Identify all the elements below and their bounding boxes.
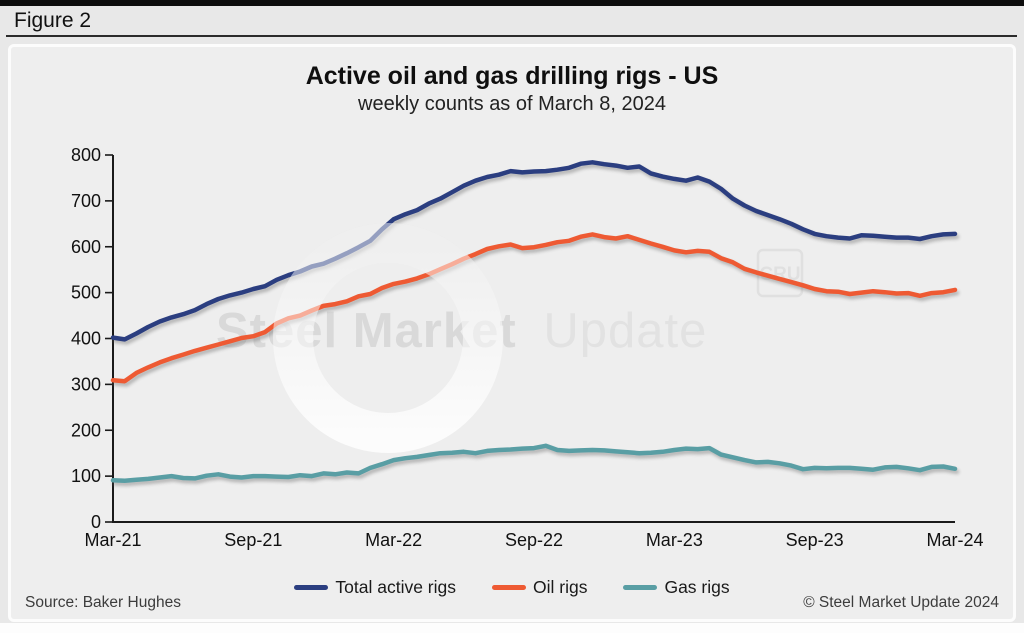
legend-item-total-active-rigs: Total active rigs (294, 577, 456, 598)
y-tick-label: 300 (71, 374, 101, 394)
series-line-oil-rigs (110, 232, 958, 384)
y-tick-label: 600 (71, 237, 101, 257)
chart-panel: Active oil and gas drilling rigs - US we… (8, 44, 1016, 622)
copyright-note: © Steel Market Update 2024 (803, 594, 999, 611)
x-tick-label: Sep-23 (786, 530, 844, 550)
chart-legend: Total active rigs Oil rigs Gas rigs (11, 577, 1013, 598)
legend-label-total: Total active rigs (335, 577, 456, 597)
y-tick-label: 700 (71, 191, 101, 211)
axes: 0 100 200 300 400 500 600 700 800 Mar-21 Sep-21 Mar… (71, 145, 984, 550)
x-tick-label: Sep-22 (505, 530, 563, 550)
y-tick-label: 400 (71, 329, 101, 349)
x-tick-label: Sep-21 (224, 530, 282, 550)
source-note: Source: Baker Hughes (25, 594, 181, 611)
y-tick-label: 0 (91, 512, 101, 532)
x-tick-label: Mar-23 (646, 530, 703, 550)
figure-rule (6, 35, 1017, 37)
legend-swatch-oil (492, 585, 526, 590)
legend-swatch-total (294, 585, 329, 590)
bottom-strip (0, 623, 1024, 633)
series-line-gas-rigs (110, 443, 958, 483)
x-tick-label: Mar-24 (926, 530, 983, 550)
legend-label-oil: Oil rigs (533, 577, 588, 597)
y-tick-label: 200 (71, 420, 101, 440)
x-tick-label: Mar-22 (365, 530, 422, 550)
series-line-total-active-rigs (110, 160, 958, 342)
watermark-ring-overlay (273, 223, 503, 453)
chart-title: Active oil and gas drilling rigs - US (305, 62, 719, 90)
y-tick-label: 800 (71, 145, 101, 165)
chart-subtitle: weekly counts as of March 8, 2024 (358, 93, 666, 115)
series-lines (110, 160, 958, 483)
y-tick-label: 100 (71, 466, 101, 486)
legend-swatch-gas (623, 585, 658, 590)
figure-label: Figure 2 (14, 9, 92, 32)
legend-item-oil-rigs: Oil rigs (492, 577, 587, 598)
top-black-bar (0, 0, 1024, 6)
legend-item-gas-rigs: Gas rigs (623, 577, 730, 598)
y-tick-label: 500 (71, 283, 101, 303)
x-tick-label: Mar-21 (84, 530, 141, 550)
legend-label-gas: Gas rigs (664, 577, 730, 597)
